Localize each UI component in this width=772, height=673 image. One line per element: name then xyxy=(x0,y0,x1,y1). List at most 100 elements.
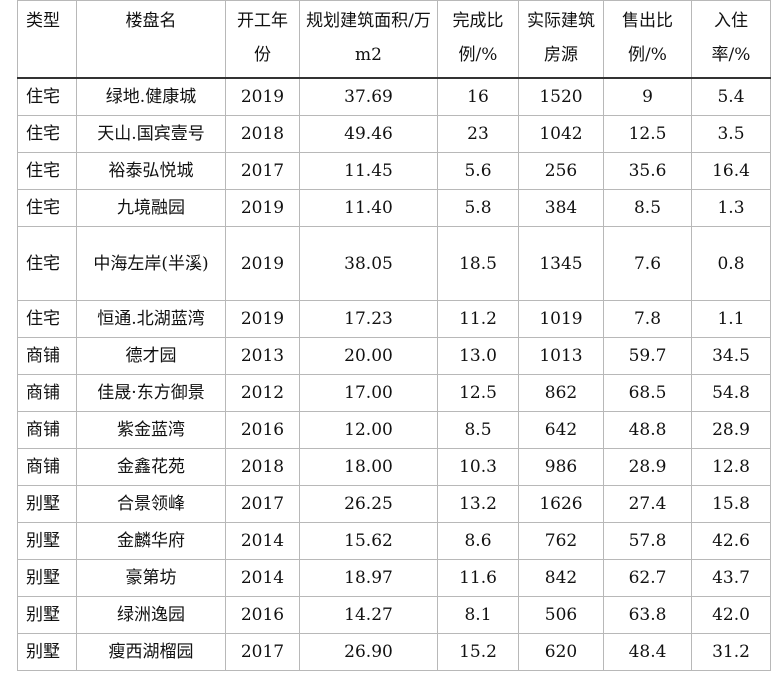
table-row: 别墅 合景领峰 2017 26.25 13.2 1626 27.4 15.8 xyxy=(17,485,771,523)
table-row: 住宅 九境融园 2019 11.40 5.8 384 8.5 1.3 xyxy=(17,189,771,227)
table-row: 住宅 恒通.北湖蓝湾 2019 17.23 11.2 1019 7.8 1.1 xyxy=(17,300,771,338)
cell-occupancy: 34.5 xyxy=(691,337,771,375)
cell-actual: 862 xyxy=(518,374,604,412)
cell-sold: 48.4 xyxy=(603,633,692,671)
header-row: 类型 楼盘名 开工年份 规划建筑面积/万 m2 完成比例/% 实际建筑房源 售出… xyxy=(17,0,771,79)
cell-complete: 18.5 xyxy=(437,226,519,301)
cell-year: 2017 xyxy=(225,633,300,671)
cell-occupancy: 12.8 xyxy=(691,448,771,486)
cell-sold: 48.8 xyxy=(603,411,692,449)
cell-sold: 8.5 xyxy=(603,189,692,227)
cell-occupancy: 54.8 xyxy=(691,374,771,412)
table-row: 别墅 绿洲逸园 2016 14.27 8.1 506 63.8 42.0 xyxy=(17,596,771,634)
cell-type: 住宅 xyxy=(17,189,77,227)
cell-name: 紫金蓝湾 xyxy=(76,411,226,449)
cell-complete: 11.2 xyxy=(437,300,519,338)
cell-complete: 10.3 xyxy=(437,448,519,486)
cell-complete: 13.0 xyxy=(437,337,519,375)
cell-sold: 28.9 xyxy=(603,448,692,486)
cell-sold: 57.8 xyxy=(603,522,692,560)
cell-complete: 8.6 xyxy=(437,522,519,560)
cell-area: 26.90 xyxy=(299,633,438,671)
cell-type: 商铺 xyxy=(17,374,77,412)
cell-complete: 8.5 xyxy=(437,411,519,449)
cell-actual: 1042 xyxy=(518,115,604,153)
cell-area: 17.00 xyxy=(299,374,438,412)
cell-year: 2012 xyxy=(225,374,300,412)
cell-area: 18.97 xyxy=(299,559,438,597)
cell-name: 金鑫花苑 xyxy=(76,448,226,486)
cell-actual: 506 xyxy=(518,596,604,634)
table-row: 商铺 紫金蓝湾 2016 12.00 8.5 642 48.8 28.9 xyxy=(17,411,771,449)
cell-year: 2019 xyxy=(225,77,300,116)
cell-year: 2017 xyxy=(225,152,300,190)
cell-actual: 762 xyxy=(518,522,604,560)
cell-occupancy: 16.4 xyxy=(691,152,771,190)
cell-area: 12.00 xyxy=(299,411,438,449)
cell-occupancy: 43.7 xyxy=(691,559,771,597)
table-row: 住宅 天山.国宾壹号 2018 49.46 23 1042 12.5 3.5 xyxy=(17,115,771,153)
cell-sold: 7.6 xyxy=(603,226,692,301)
header-name: 楼盘名 xyxy=(76,0,226,79)
cell-name: 绿洲逸园 xyxy=(76,596,226,634)
cell-area: 17.23 xyxy=(299,300,438,338)
header-year: 开工年份 xyxy=(225,0,300,79)
cell-type: 住宅 xyxy=(17,77,77,116)
cell-sold: 68.5 xyxy=(603,374,692,412)
property-table: 类型 楼盘名 开工年份 规划建筑面积/万 m2 完成比例/% 实际建筑房源 售出… xyxy=(17,0,771,671)
cell-complete: 13.2 xyxy=(437,485,519,523)
cell-actual: 256 xyxy=(518,152,604,190)
cell-sold: 12.5 xyxy=(603,115,692,153)
cell-occupancy: 15.8 xyxy=(691,485,771,523)
cell-area: 38.05 xyxy=(299,226,438,301)
cell-year: 2018 xyxy=(225,448,300,486)
cell-complete: 12.5 xyxy=(437,374,519,412)
cell-sold: 27.4 xyxy=(603,485,692,523)
header-sold: 售出比例/% xyxy=(603,0,692,79)
cell-area: 18.00 xyxy=(299,448,438,486)
cell-type: 别墅 xyxy=(17,485,77,523)
cell-name: 德才园 xyxy=(76,337,226,375)
cell-type: 商铺 xyxy=(17,448,77,486)
cell-occupancy: 3.5 xyxy=(691,115,771,153)
cell-type: 住宅 xyxy=(17,115,77,153)
table-row: 住宅 中海左岸(半溪) 2019 38.05 18.5 1345 7.6 0.8 xyxy=(17,226,771,301)
cell-occupancy: 1.1 xyxy=(691,300,771,338)
cell-name: 九境融园 xyxy=(76,189,226,227)
cell-name: 豪第坊 xyxy=(76,559,226,597)
cell-type: 别墅 xyxy=(17,633,77,671)
cell-name: 佳晟·东方御景 xyxy=(76,374,226,412)
cell-type: 别墅 xyxy=(17,559,77,597)
table-row: 别墅 金麟华府 2014 15.62 8.6 762 57.8 42.6 xyxy=(17,522,771,560)
table-row: 商铺 佳晟·东方御景 2012 17.00 12.5 862 68.5 54.8 xyxy=(17,374,771,412)
cell-actual: 1345 xyxy=(518,226,604,301)
cell-year: 2016 xyxy=(225,596,300,634)
cell-area: 14.27 xyxy=(299,596,438,634)
header-type: 类型 xyxy=(17,0,77,79)
table-header: 类型 楼盘名 开工年份 规划建筑面积/万 m2 完成比例/% 实际建筑房源 售出… xyxy=(17,0,771,79)
cell-sold: 59.7 xyxy=(603,337,692,375)
cell-name: 中海左岸(半溪) xyxy=(76,226,226,301)
cell-complete: 5.6 xyxy=(437,152,519,190)
cell-sold: 63.8 xyxy=(603,596,692,634)
cell-name: 金麟华府 xyxy=(76,522,226,560)
cell-name: 合景领峰 xyxy=(76,485,226,523)
cell-type: 别墅 xyxy=(17,522,77,560)
cell-occupancy: 5.4 xyxy=(691,77,771,116)
cell-type: 住宅 xyxy=(17,300,77,338)
header-area: 规划建筑面积/万 m2 xyxy=(299,0,438,79)
cell-actual: 1626 xyxy=(518,485,604,523)
cell-type: 商铺 xyxy=(17,411,77,449)
cell-type: 住宅 xyxy=(17,152,77,190)
cell-complete: 23 xyxy=(437,115,519,153)
cell-actual: 642 xyxy=(518,411,604,449)
cell-complete: 5.8 xyxy=(437,189,519,227)
cell-name: 裕泰弘悦城 xyxy=(76,152,226,190)
cell-actual: 986 xyxy=(518,448,604,486)
cell-actual: 842 xyxy=(518,559,604,597)
table-row: 别墅 瘦西湖榴园 2017 26.90 15.2 620 48.4 31.2 xyxy=(17,633,771,671)
cell-area: 37.69 xyxy=(299,77,438,116)
cell-actual: 1520 xyxy=(518,77,604,116)
cell-occupancy: 31.2 xyxy=(691,633,771,671)
table-row: 住宅 裕泰弘悦城 2017 11.45 5.6 256 35.6 16.4 xyxy=(17,152,771,190)
